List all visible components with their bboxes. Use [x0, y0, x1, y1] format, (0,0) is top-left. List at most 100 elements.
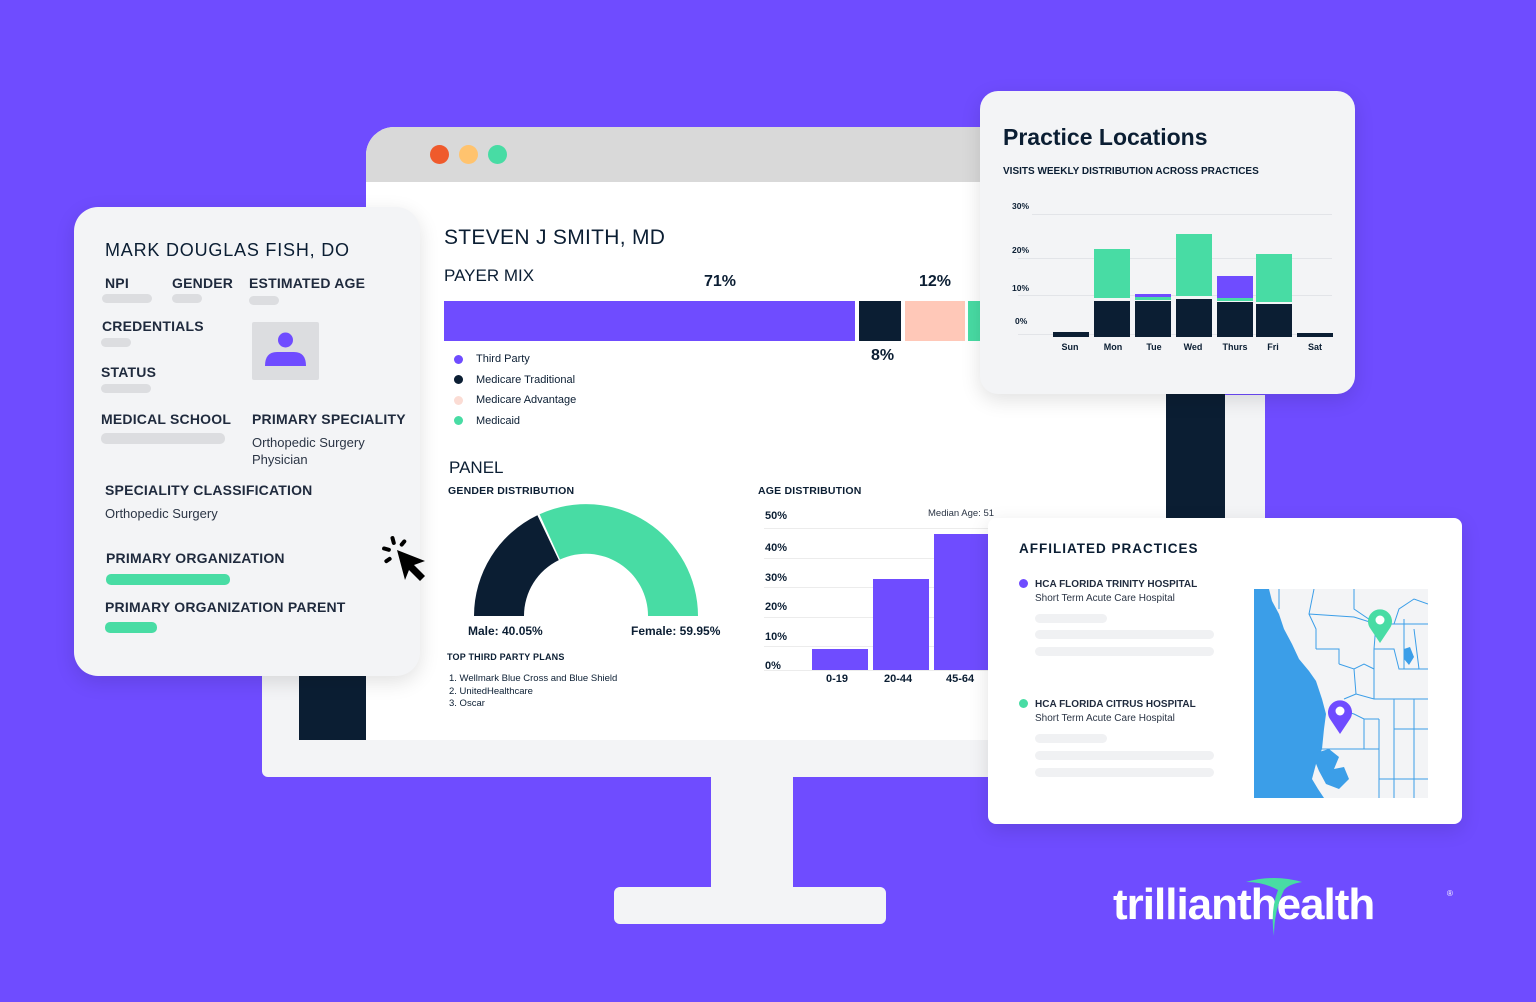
medical-school-placeholder [101, 433, 225, 444]
female-pct-label: Female: 59.95% [631, 624, 721, 638]
age-ytick: 40% [765, 542, 788, 554]
affiliated-practices-card: AFFILIATED PRACTICES HCA FLORIDA TRINITY… [988, 518, 1462, 824]
legend-label: Medicare Traditional [476, 373, 576, 386]
age-xlabel: 20-44 [884, 673, 913, 685]
florida-map [1254, 589, 1428, 798]
primary-organization-label: PRIMARY ORGANIZATION [106, 550, 285, 566]
payer-legend: Third Party Medicare Traditional Medicar… [454, 349, 576, 431]
male-pct-label: Male: 40.05% [468, 624, 543, 638]
legend-label: Medicare Advantage [476, 394, 577, 407]
legend-dot-icon [454, 395, 463, 405]
day-label: Thurs [1222, 342, 1248, 352]
bar-tue-navy[interactable] [1135, 301, 1171, 337]
practice-name[interactable]: HCA FLORIDA CITRUS HOSPITAL [1035, 699, 1196, 710]
legend-item-medicare-advantage: Medicare Advantage [454, 390, 576, 411]
practice-placeholder [1035, 614, 1107, 623]
mouse-cursor-click-icon [382, 536, 425, 581]
affiliated-practices-title: AFFILIATED PRACTICES [1019, 541, 1199, 556]
payer-bar-medicare-traditional[interactable] [859, 301, 901, 341]
primary-speciality-value-2: Physician [252, 452, 308, 467]
medicare-advantage-pct: 12% [919, 273, 952, 290]
legend-label: Medicaid [476, 414, 521, 427]
age-ytick: 20% [765, 601, 788, 613]
bar-fri-navy[interactable] [1256, 304, 1292, 337]
practice-placeholder [1035, 768, 1214, 777]
legend-item-third-party: Third Party [454, 349, 576, 370]
primary-organization-link[interactable] [106, 574, 230, 585]
gender-label: GENDER [172, 275, 234, 291]
top-plans-list: 1. Wellmark Blue Cross and Blue Shield 2… [449, 673, 617, 711]
practice-placeholder [1035, 751, 1214, 760]
age-bar-45-64[interactable] [934, 534, 990, 670]
practice-type: Short Term Acute Care Hospital [1035, 593, 1175, 604]
npi-placeholder [102, 294, 152, 303]
day-label: Sun [1061, 342, 1079, 352]
primary-speciality-value: Orthopedic Surgery [252, 435, 365, 450]
grid-line [1032, 214, 1332, 215]
pl-ytick: 10% [1012, 283, 1030, 293]
practice-locations-subtitle: VISITS WEEKLY DISTRIBUTION ACROSS PRACTI… [1003, 166, 1259, 177]
maximize-window-button[interactable] [488, 145, 507, 164]
bar-mon-green[interactable] [1094, 249, 1130, 298]
gender-placeholder [172, 294, 202, 303]
bar-sat-navy[interactable] [1297, 333, 1333, 337]
gauge-female-segment [539, 504, 698, 616]
bar-mon-navy[interactable] [1094, 301, 1130, 337]
bar-tue-green[interactable] [1135, 297, 1171, 300]
age-xlabel: 45-64 [946, 673, 975, 685]
speciality-classification-label: SPECIALITY CLASSIFICATION [105, 482, 313, 498]
practice-marker-icon [1019, 579, 1028, 588]
credentials-placeholder [101, 338, 131, 347]
logo-text-trilliant: trilliant [1113, 880, 1252, 929]
age-distribution-title: AGE DISTRIBUTION [758, 485, 862, 497]
legend-label: Third Party [476, 353, 530, 366]
bar-sun-navy[interactable] [1053, 332, 1089, 337]
bar-wed-navy[interactable] [1176, 299, 1212, 337]
grid-line [764, 558, 994, 559]
panel-title: PANEL [449, 458, 504, 477]
practice-locations-title: Practice Locations [1003, 124, 1208, 150]
primary-organization-parent-link[interactable] [105, 622, 157, 633]
median-age-label: Median Age: 51 [928, 508, 995, 519]
grid-line [764, 670, 994, 671]
age-ytick: 0% [765, 660, 781, 672]
bar-thurs-purple[interactable] [1217, 276, 1253, 298]
bar-fri-green[interactable] [1256, 254, 1292, 302]
practice-placeholder [1035, 647, 1214, 656]
physician-profile-card: MARK DOUGLAS FISH, DO NPI GENDER ESTIMAT… [74, 207, 420, 676]
payer-bar-third-party[interactable] [444, 301, 855, 341]
plan-item: 3. Oscar [449, 698, 485, 709]
monitor-stand-neck [711, 777, 793, 889]
map-pin-purple-icon[interactable] [1326, 697, 1354, 735]
registered-mark: ® [1447, 889, 1453, 898]
bar-thurs-green[interactable] [1217, 298, 1253, 301]
legend-item-medicaid: Medicaid [454, 411, 576, 432]
practice-locations-card: Practice Locations VISITS WEEKLY DISTRIB… [980, 91, 1355, 394]
status-label: STATUS [101, 364, 157, 380]
practice-map[interactable] [1254, 589, 1428, 798]
day-label: Sat [1307, 342, 1322, 352]
pl-ytick: 0% [1015, 316, 1028, 326]
bar-tue-purple[interactable] [1135, 294, 1171, 297]
pl-ytick: 20% [1012, 245, 1030, 255]
legend-dot-icon [454, 375, 463, 385]
physician-name: STEVEN J SMITH, MD [444, 226, 666, 249]
payer-mix-title: PAYER MIX [444, 266, 535, 285]
legend-dot-icon [454, 354, 463, 364]
bar-thurs-navy[interactable] [1217, 302, 1253, 337]
bar-wed-green[interactable] [1176, 234, 1212, 296]
npi-label: NPI [105, 275, 129, 291]
close-window-button[interactable] [430, 145, 449, 164]
map-pin-green-icon[interactable] [1366, 606, 1394, 644]
gauge-male-segment [474, 515, 559, 616]
age-ytick: 30% [765, 572, 788, 584]
practice-name[interactable]: HCA FLORIDA TRINITY HOSPITAL [1035, 579, 1198, 590]
minimize-window-button[interactable] [459, 145, 478, 164]
logo-text-health: health [1250, 880, 1376, 929]
age-bar-0-19[interactable] [812, 649, 868, 670]
practice-marker-icon [1019, 699, 1028, 708]
age-bar-20-44[interactable] [873, 579, 929, 670]
credentials-label: CREDENTIALS [102, 318, 204, 334]
payer-bar-medicare-advantage[interactable] [905, 301, 965, 341]
profile-name: MARK DOUGLAS FISH, DO [105, 240, 350, 260]
